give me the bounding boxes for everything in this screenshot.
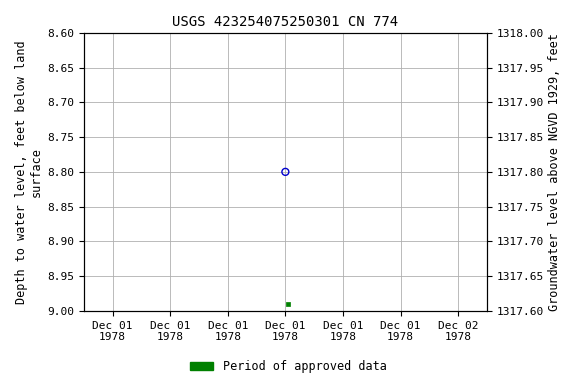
Title: USGS 423254075250301 CN 774: USGS 423254075250301 CN 774: [172, 15, 399, 29]
Point: [281, 169, 290, 175]
Y-axis label: Groundwater level above NGVD 1929, feet: Groundwater level above NGVD 1929, feet: [548, 33, 561, 311]
Legend: Period of approved data: Period of approved data: [185, 356, 391, 378]
Y-axis label: Depth to water level, feet below land
surface: Depth to water level, feet below land su…: [15, 40, 43, 304]
Point: [283, 301, 293, 307]
